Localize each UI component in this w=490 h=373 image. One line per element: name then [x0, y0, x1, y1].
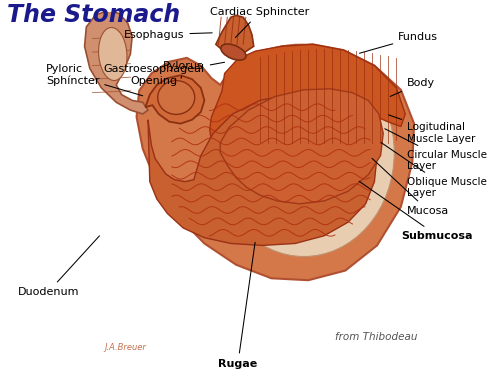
Text: Mucosa: Mucosa	[372, 159, 449, 216]
Ellipse shape	[98, 28, 127, 81]
Text: Cardiac Sphincter: Cardiac Sphincter	[210, 7, 310, 38]
Polygon shape	[146, 75, 204, 123]
Polygon shape	[85, 10, 148, 114]
Text: Fundus: Fundus	[360, 32, 438, 53]
Polygon shape	[210, 44, 405, 153]
Text: The Stomach: The Stomach	[7, 3, 180, 27]
Polygon shape	[148, 95, 377, 245]
Text: Duodenum: Duodenum	[18, 236, 99, 297]
Text: Body: Body	[390, 78, 435, 96]
Text: Logitudinal
Muscle Layer: Logitudinal Muscle Layer	[389, 115, 475, 144]
Text: Oblique Muscle
Layer: Oblique Muscle Layer	[381, 142, 487, 198]
Text: Pyloric
Sphíncter: Pyloric Sphíncter	[46, 64, 143, 96]
Text: J.A.Breuer: J.A.Breuer	[104, 343, 146, 352]
Ellipse shape	[214, 49, 394, 257]
Text: Pylorus: Pylorus	[163, 61, 204, 78]
Text: Esophagus: Esophagus	[124, 30, 212, 40]
Ellipse shape	[207, 44, 392, 257]
Text: Gastroesophageal
Opening: Gastroesophageal Opening	[103, 62, 224, 86]
Polygon shape	[220, 89, 383, 204]
Text: Rugae: Rugae	[218, 242, 258, 369]
Ellipse shape	[221, 44, 246, 60]
Polygon shape	[137, 44, 414, 280]
Ellipse shape	[158, 81, 195, 115]
Polygon shape	[216, 15, 254, 56]
Text: Circular Muscle
Layer: Circular Muscle Layer	[385, 129, 487, 171]
Text: from Thibodeau: from Thibodeau	[335, 332, 417, 342]
Text: Submucosa: Submucosa	[359, 181, 473, 241]
